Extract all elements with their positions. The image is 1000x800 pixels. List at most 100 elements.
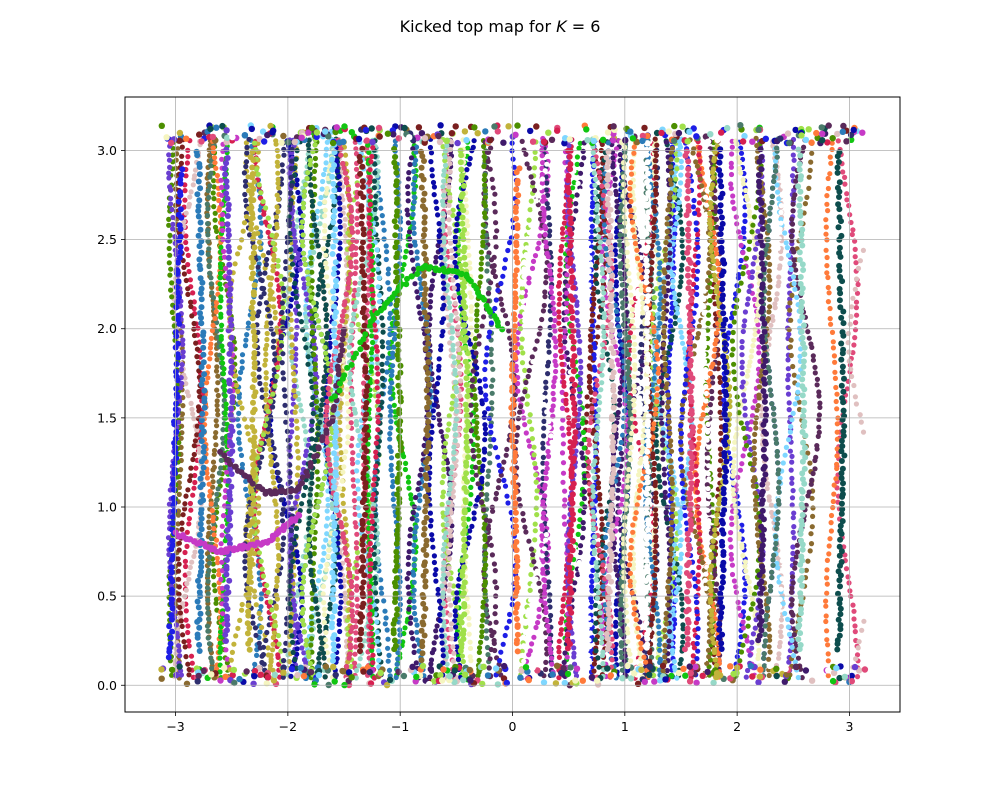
scatter-point <box>316 569 322 575</box>
scatter-point <box>354 549 360 556</box>
scatter-point <box>678 323 684 330</box>
scatter-point <box>468 484 474 490</box>
scatter-point <box>209 473 215 479</box>
scatter-point <box>729 521 735 527</box>
scatter-point <box>186 268 192 275</box>
scatter-point <box>411 587 417 593</box>
scatter-point <box>580 148 586 154</box>
scatter-point <box>785 366 791 372</box>
scatter-point <box>523 430 529 436</box>
scatter-point <box>337 578 343 584</box>
scatter-point <box>709 388 715 395</box>
scatter-point <box>788 467 794 473</box>
scatter-point <box>613 619 619 626</box>
scatter-point <box>548 612 554 619</box>
scatter-point <box>342 152 349 158</box>
scatter-point <box>580 535 586 541</box>
scatter-point <box>327 601 333 607</box>
scatter-point <box>573 208 579 214</box>
scatter-point <box>680 340 686 346</box>
scatter-point <box>414 453 420 459</box>
scatter-point <box>612 248 618 254</box>
scatter-point <box>728 160 734 166</box>
scatter-point <box>212 155 218 161</box>
scatter-point <box>236 436 242 442</box>
scatter-point <box>479 629 485 635</box>
scatter-point <box>340 500 346 506</box>
scatter-point <box>671 290 677 296</box>
scatter-point <box>696 496 702 502</box>
scatter-point <box>350 450 356 456</box>
scatter-point <box>476 649 482 656</box>
scatter-point <box>352 280 358 286</box>
scatter-point <box>289 334 295 340</box>
scatter-point <box>354 562 360 568</box>
scatter-point <box>740 619 746 625</box>
scatter-point <box>214 387 220 393</box>
scatter-point <box>210 295 217 301</box>
scatter-point <box>727 323 733 329</box>
scatter-point <box>536 240 542 246</box>
chart-title-variable: K <box>556 17 568 36</box>
scatter-point <box>441 466 447 473</box>
scatter-point <box>474 414 480 420</box>
scatter-point <box>540 445 546 451</box>
scatter-point <box>207 183 213 189</box>
scatter-point <box>747 283 753 289</box>
scatter-point <box>286 331 292 337</box>
scatter-point <box>595 480 602 486</box>
scatter-point <box>411 604 417 611</box>
scatter-point <box>303 437 309 443</box>
scatter-point <box>337 605 343 611</box>
scatter-point <box>352 270 358 277</box>
scatter-point <box>182 188 188 194</box>
scatter-point <box>384 627 390 633</box>
scatter-point <box>183 608 189 614</box>
scatter-point <box>385 266 392 272</box>
scatter-point <box>486 285 492 292</box>
scatter-point <box>733 519 740 525</box>
scatter-point <box>694 489 701 495</box>
scatter-point <box>802 201 809 207</box>
scatter-point <box>354 583 360 589</box>
scatter-point <box>204 475 210 481</box>
scatter-point <box>300 416 306 422</box>
scatter-point <box>321 544 327 550</box>
scatter-point <box>337 224 343 230</box>
scatter-point <box>678 657 684 663</box>
scatter-point <box>728 551 734 558</box>
scatter-point <box>354 215 360 221</box>
scatter-point <box>562 339 568 345</box>
scatter-point <box>636 440 642 446</box>
scatter-point <box>713 216 720 222</box>
scatter-point <box>294 472 300 478</box>
scatter-point <box>735 474 741 480</box>
scatter-point <box>561 659 567 666</box>
scatter-point <box>205 188 211 194</box>
scatter-point <box>754 318 760 324</box>
scatter-point <box>288 326 294 332</box>
scatter-point <box>717 375 723 381</box>
scatter-point <box>186 521 192 527</box>
scatter-point <box>731 446 737 452</box>
scatter-point <box>431 640 437 646</box>
scatter-point <box>587 385 593 391</box>
scatter-point <box>412 175 418 181</box>
scatter-point <box>672 295 678 301</box>
scatter-point <box>693 472 699 478</box>
scatter-point <box>613 631 619 637</box>
scatter-point <box>336 186 342 193</box>
scatter-point <box>355 603 361 609</box>
scatter-point <box>482 594 488 600</box>
scatter-point <box>183 617 189 623</box>
scatter-point <box>206 263 212 270</box>
scatter-point <box>485 261 491 267</box>
scatter-point <box>385 355 391 361</box>
scatter-point <box>481 200 487 206</box>
scatter-point <box>613 296 619 302</box>
scatter-point <box>743 193 749 199</box>
scatter-point <box>531 634 537 640</box>
scatter-point <box>289 349 295 355</box>
scatter-point <box>749 639 755 646</box>
scatter-point <box>353 644 359 650</box>
